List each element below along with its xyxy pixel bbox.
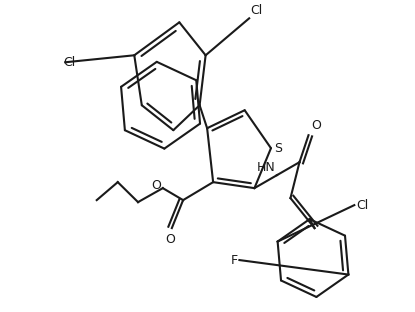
- Text: Cl: Cl: [251, 4, 263, 17]
- Text: F: F: [231, 254, 238, 266]
- Text: O: O: [165, 233, 175, 246]
- Text: HN: HN: [256, 161, 276, 173]
- Text: Cl: Cl: [356, 199, 368, 212]
- Text: O: O: [312, 119, 322, 132]
- Text: O: O: [151, 178, 161, 192]
- Text: Cl: Cl: [63, 56, 76, 69]
- Text: S: S: [274, 142, 282, 155]
